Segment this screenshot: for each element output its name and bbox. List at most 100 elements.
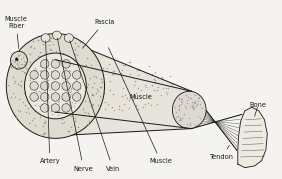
Point bbox=[197, 102, 202, 105]
Point bbox=[79, 70, 84, 73]
Point bbox=[74, 80, 78, 83]
Point bbox=[42, 131, 47, 134]
Point bbox=[31, 47, 36, 49]
Point bbox=[72, 101, 77, 104]
Point bbox=[33, 68, 37, 71]
Point bbox=[42, 121, 47, 124]
Point bbox=[77, 40, 82, 43]
Point bbox=[17, 54, 21, 57]
Point bbox=[106, 103, 110, 105]
Point bbox=[99, 86, 103, 89]
Point bbox=[19, 69, 24, 72]
Point bbox=[143, 103, 147, 105]
Point bbox=[14, 62, 19, 65]
Point bbox=[76, 93, 80, 96]
Point bbox=[165, 92, 169, 95]
Point bbox=[152, 71, 157, 74]
Point bbox=[14, 56, 18, 59]
Point bbox=[193, 102, 198, 105]
Point bbox=[62, 121, 67, 124]
Point bbox=[83, 110, 88, 113]
Point bbox=[13, 95, 17, 98]
Point bbox=[67, 62, 71, 65]
Point bbox=[74, 89, 79, 92]
Point bbox=[40, 88, 45, 91]
Point bbox=[8, 104, 12, 107]
Point bbox=[142, 83, 147, 86]
Point bbox=[193, 94, 197, 97]
Point bbox=[155, 86, 160, 89]
Point bbox=[188, 105, 192, 108]
Point bbox=[177, 107, 181, 110]
Point bbox=[98, 77, 103, 80]
Point bbox=[30, 83, 35, 86]
Point bbox=[66, 89, 71, 92]
Point bbox=[51, 85, 55, 88]
Point bbox=[103, 100, 107, 103]
Point bbox=[51, 42, 56, 45]
Point bbox=[63, 37, 67, 40]
Point bbox=[28, 98, 33, 101]
Ellipse shape bbox=[30, 71, 38, 79]
Point bbox=[137, 68, 142, 71]
Point bbox=[30, 96, 35, 99]
Point bbox=[28, 60, 32, 63]
Point bbox=[54, 54, 59, 57]
Point bbox=[56, 97, 61, 100]
Point bbox=[85, 122, 89, 125]
Point bbox=[37, 70, 42, 72]
Point bbox=[91, 84, 96, 87]
Point bbox=[12, 81, 17, 84]
Point bbox=[37, 89, 41, 92]
Point bbox=[58, 107, 62, 110]
Point bbox=[85, 82, 90, 85]
Point bbox=[14, 56, 18, 59]
Point bbox=[198, 117, 203, 120]
Point bbox=[24, 89, 28, 91]
Point bbox=[86, 112, 90, 115]
Point bbox=[153, 79, 157, 82]
Point bbox=[22, 70, 26, 73]
Point bbox=[44, 68, 49, 71]
Point bbox=[17, 65, 21, 68]
Point bbox=[86, 122, 91, 125]
Point bbox=[34, 88, 39, 91]
Point bbox=[49, 72, 53, 75]
Point bbox=[44, 73, 49, 76]
Point bbox=[63, 66, 67, 69]
Point bbox=[192, 106, 197, 109]
Point bbox=[87, 99, 91, 102]
Ellipse shape bbox=[41, 93, 49, 101]
Point bbox=[152, 77, 157, 80]
Point bbox=[47, 92, 51, 95]
Point bbox=[55, 57, 59, 60]
Point bbox=[33, 110, 38, 112]
Point bbox=[45, 79, 50, 82]
Point bbox=[199, 106, 204, 109]
Point bbox=[68, 87, 73, 90]
Point bbox=[62, 81, 67, 84]
Point bbox=[60, 64, 65, 67]
Point bbox=[107, 88, 112, 91]
Point bbox=[34, 71, 38, 74]
Point bbox=[16, 83, 20, 86]
Point bbox=[48, 88, 52, 91]
Point bbox=[18, 57, 23, 60]
Text: Bone: Bone bbox=[249, 103, 266, 108]
Point bbox=[148, 103, 153, 106]
Point bbox=[83, 86, 88, 89]
Point bbox=[123, 64, 128, 66]
Point bbox=[54, 59, 58, 61]
Point bbox=[55, 74, 60, 77]
Point bbox=[49, 109, 53, 112]
Point bbox=[67, 130, 71, 133]
Point bbox=[41, 42, 45, 45]
Point bbox=[168, 75, 172, 78]
Point bbox=[39, 69, 43, 72]
Point bbox=[90, 92, 94, 95]
Point bbox=[41, 132, 45, 135]
Point bbox=[41, 75, 45, 78]
Point bbox=[129, 65, 133, 67]
Point bbox=[57, 95, 61, 98]
Polygon shape bbox=[57, 36, 191, 136]
